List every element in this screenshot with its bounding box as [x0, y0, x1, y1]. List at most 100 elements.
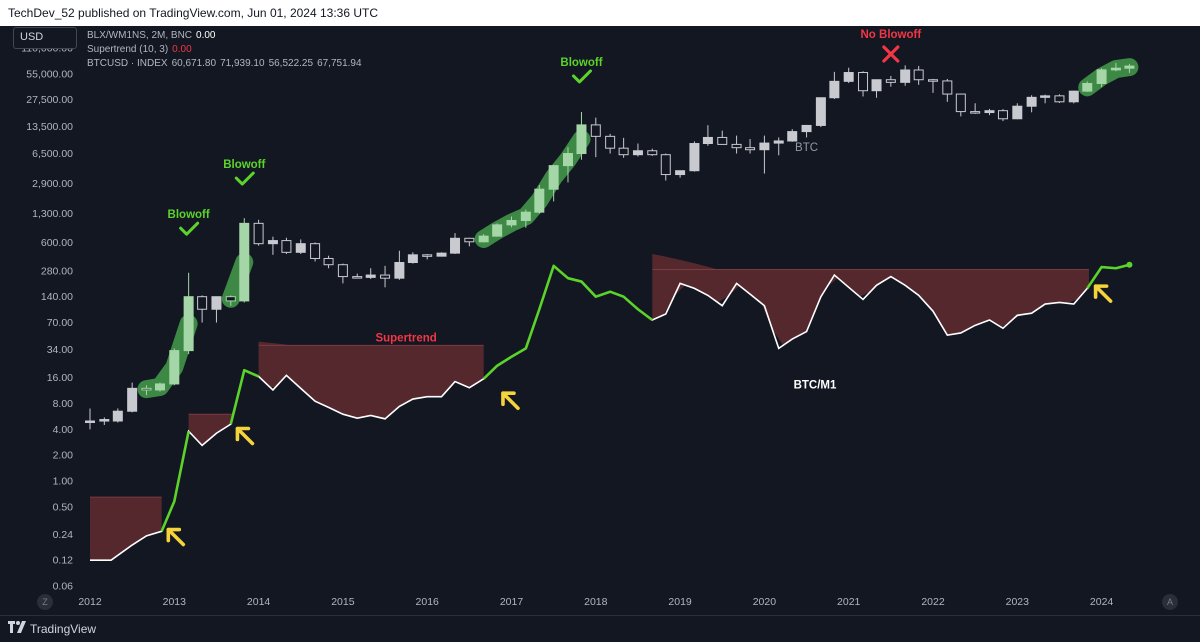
- candle-body: [689, 143, 700, 172]
- candle-body: [239, 222, 250, 302]
- candle-body: [815, 97, 826, 126]
- annotation-label: BTC: [795, 142, 818, 154]
- candle-body: [1124, 65, 1135, 69]
- candle-body: [253, 222, 264, 245]
- x-tick-label: 2020: [753, 596, 777, 608]
- annotation-label: BTC/M1: [794, 379, 837, 391]
- candle-body: [759, 142, 770, 151]
- candle-body: [394, 262, 405, 279]
- tradingview-logo[interactable]: TradingView: [8, 621, 97, 637]
- check-icon: [234, 171, 255, 186]
- zoom-reset-button[interactable]: Z: [37, 594, 53, 610]
- y-tick-label: 6,500.00: [32, 148, 73, 160]
- check-icon: [179, 221, 200, 236]
- candle-body: [337, 264, 348, 278]
- supertrend-down-fill: [188, 414, 234, 446]
- auto-scale-button[interactable]: A: [1162, 594, 1178, 610]
- candle-body: [112, 410, 123, 422]
- currency-selector[interactable]: USD: [13, 27, 77, 49]
- arrow-icon: [1093, 284, 1113, 303]
- candle-body: [548, 165, 559, 190]
- candle-body: [605, 135, 616, 149]
- candle-body: [717, 136, 728, 145]
- candle-body: [1012, 105, 1023, 120]
- candle-body: [197, 296, 208, 310]
- candle-body: [478, 235, 489, 243]
- supertrend-down-fill: [652, 253, 1089, 346]
- candle-body: [1026, 96, 1037, 107]
- arrow-icon: [501, 391, 520, 411]
- candle-body: [520, 211, 531, 221]
- annotation-label: Supertrend: [375, 333, 436, 345]
- candle-body: [702, 136, 713, 145]
- candle-body: [127, 387, 138, 412]
- candle-body: [843, 72, 854, 82]
- candle-body: [310, 243, 321, 259]
- legend-line-supertrend: Supertrend (10, 3) 0.00: [87, 44, 192, 55]
- candle-body: [464, 237, 475, 243]
- candle-body: [562, 153, 573, 167]
- x-tick-label: 2016: [416, 596, 440, 608]
- supertrend-down-fill: [90, 497, 162, 561]
- x-tick-label: 2021: [837, 596, 861, 608]
- candle-body: [829, 80, 840, 99]
- annotation-label: Blowoff: [223, 159, 265, 171]
- x-tick-label: 2017: [500, 596, 524, 608]
- y-tick-label: 0.50: [53, 501, 74, 513]
- candle-body: [211, 296, 222, 310]
- y-tick-label: 0.12: [53, 555, 74, 567]
- candle-body: [590, 124, 601, 137]
- candle-body: [380, 274, 391, 279]
- candle-body: [997, 110, 1008, 120]
- candle-body: [506, 219, 517, 226]
- legend-line-symbol: BLX/WM1NS, 2M, BNC 0.00: [87, 30, 216, 41]
- legend-line-btcusd: BTCUSD · INDEX 60,671.80 71,939.10 56,522.2…: [87, 58, 362, 69]
- candle-body: [99, 419, 110, 422]
- candle-body: [900, 69, 911, 83]
- y-tick-label: 16.00: [47, 372, 73, 384]
- candle-body: [450, 237, 461, 254]
- blowoff-highlight: [1078, 58, 1139, 97]
- annotation-label: No Blowoff: [861, 29, 922, 41]
- y-tick-label: 1.00: [53, 476, 74, 488]
- candle-body: [871, 79, 882, 92]
- y-tick-label: 600.00: [41, 237, 73, 249]
- x-tick-label: 2024: [1090, 596, 1114, 608]
- candle-body: [267, 240, 278, 245]
- candle-body: [942, 80, 953, 95]
- supertrend-up-line: [229, 368, 260, 425]
- x-tick-label: 2012: [78, 596, 102, 608]
- candle-body: [928, 79, 938, 82]
- candle-body: [618, 147, 629, 156]
- tradingview-logo-icon: [8, 621, 26, 633]
- x-tick-label: 2015: [331, 596, 355, 608]
- chart-legend: BLX/WM1NS, 2M, BNC 0.00 Supertrend (10, 3…: [87, 29, 362, 71]
- y-tick-label: 2.00: [53, 450, 74, 462]
- candle-body: [885, 79, 896, 83]
- y-tick-label: 280.00: [41, 265, 73, 277]
- y-tick-label: 0.24: [53, 529, 74, 541]
- tradingview-brand: TradingView: [30, 622, 97, 636]
- publisher-bar: TechDev_52 published on TradingView.com,…: [0, 0, 1200, 26]
- candle-body: [773, 140, 784, 144]
- x-tick-label: 2022: [921, 596, 945, 608]
- candle-body: [632, 150, 643, 156]
- y-tick-label: 2,900.00: [32, 178, 73, 190]
- y-tick-label: 0.06: [53, 581, 74, 593]
- y-tick-label: 8.00: [53, 398, 74, 410]
- arrow-icon: [235, 426, 255, 446]
- x-tick-label: 2023: [1006, 596, 1030, 608]
- candle-body: [407, 254, 418, 264]
- candle-body: [1040, 95, 1051, 98]
- supertrend-up-line: [160, 430, 190, 532]
- currency-label: USD: [20, 31, 44, 43]
- candle-body: [492, 224, 503, 237]
- candle-body: [1110, 67, 1121, 71]
- y-tick-label: 13,500.00: [26, 121, 73, 133]
- candle-body: [675, 170, 686, 176]
- x-tick-label: 2013: [163, 596, 187, 608]
- y-tick-label: 4.00: [53, 424, 74, 436]
- candle-body: [534, 188, 545, 213]
- candle-body: [1096, 69, 1107, 84]
